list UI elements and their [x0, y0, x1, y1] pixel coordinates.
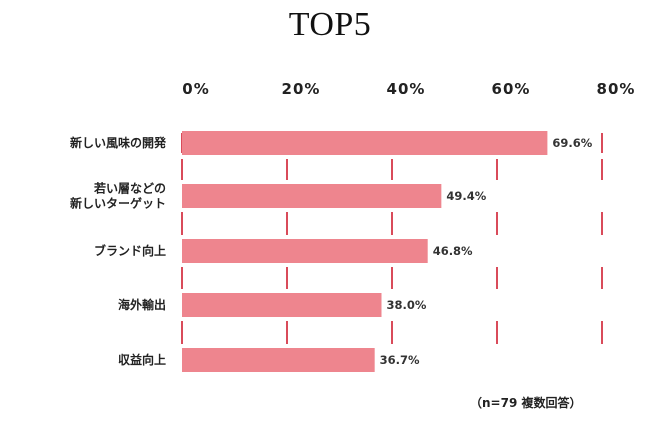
category-label: 海外輸出 [118, 297, 166, 312]
bar-value-label: 69.6% [552, 136, 592, 150]
bar [182, 184, 442, 208]
category-label: 収益向上 [118, 352, 166, 367]
sample-note: （n=79 複数回答） [470, 396, 582, 410]
x-tick-label: 40% [387, 80, 426, 98]
category-label: 新しいターゲット [70, 196, 166, 211]
x-tick-label: 0% [182, 80, 209, 98]
category-label: 新しい風味の開発 [70, 135, 167, 150]
bar [182, 348, 375, 372]
bar [182, 131, 548, 155]
bar-value-label: 49.4% [446, 189, 486, 203]
x-tick-label: 60% [492, 80, 531, 98]
category-label: 若い層などの [93, 181, 166, 196]
x-tick-label: 20% [282, 80, 321, 98]
bar-value-label: 36.7% [380, 353, 420, 367]
category-label: ブランド向上 [94, 243, 166, 258]
bar [182, 239, 428, 263]
bar [182, 293, 382, 317]
bar-value-label: 38.0% [387, 298, 427, 312]
bar-value-label: 46.8% [433, 244, 473, 258]
chart-title: TOP5 [288, 6, 372, 43]
x-tick-label: 80% [597, 80, 636, 98]
